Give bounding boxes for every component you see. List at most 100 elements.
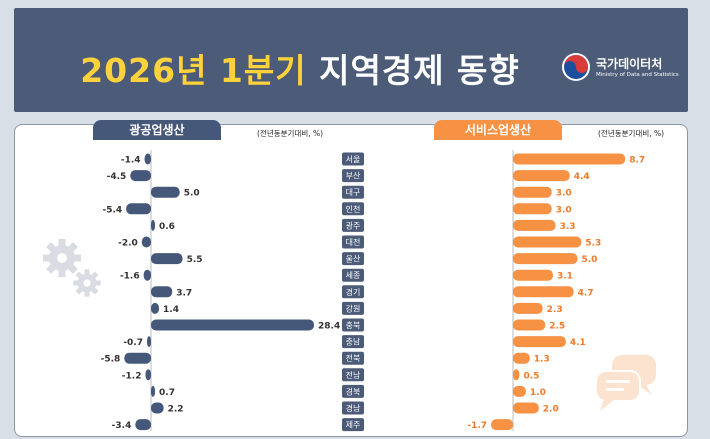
service-bar bbox=[513, 286, 574, 298]
service-data-label: 4.1 bbox=[570, 338, 586, 348]
service-data-label: 4.4 bbox=[574, 172, 590, 182]
service-bar bbox=[513, 186, 552, 198]
industry-data-label: -5.8 bbox=[101, 355, 121, 365]
region-label: 울산 bbox=[346, 254, 361, 264]
industry-data-label: -1.6 bbox=[120, 272, 140, 282]
industry-bar bbox=[141, 236, 151, 248]
region-label: 강원 bbox=[346, 303, 361, 313]
industry-bar bbox=[147, 336, 151, 348]
region-label-bg bbox=[342, 169, 364, 183]
region-label-bg bbox=[342, 384, 364, 398]
region-label: 부산 bbox=[346, 171, 361, 181]
service-data-label: 3.0 bbox=[556, 205, 572, 215]
service-data-label: 3.0 bbox=[556, 189, 572, 199]
service-bar bbox=[513, 170, 570, 182]
title-period: 2026년 1분기 bbox=[80, 51, 307, 90]
industry-bar bbox=[151, 186, 180, 198]
title-subject: 지역경제 동향 bbox=[319, 51, 520, 90]
service-bar bbox=[513, 302, 543, 314]
region-label: 대구 bbox=[346, 188, 361, 197]
region-label: 서울 bbox=[346, 155, 361, 164]
region-label: 경기 bbox=[346, 287, 361, 297]
region-label-bg bbox=[342, 152, 364, 166]
industry-bar bbox=[151, 302, 160, 314]
region-label: 경남 bbox=[346, 403, 361, 413]
industry-chart-title: 광공업생산 bbox=[93, 120, 221, 140]
industry-data-label: -1.4 bbox=[121, 156, 141, 166]
region-label-bg bbox=[342, 351, 364, 365]
service-data-label: 1.3 bbox=[534, 355, 550, 365]
region-label-bg bbox=[342, 268, 364, 282]
industry-data-label: 0.6 bbox=[159, 222, 175, 232]
service-chart-title: 서비스업생산 bbox=[434, 120, 562, 140]
region-label-bg bbox=[342, 401, 364, 415]
industry-data-label: 3.7 bbox=[176, 288, 192, 298]
gear-icon bbox=[43, 239, 81, 277]
service-data-label: 2.5 bbox=[549, 322, 565, 332]
service-data-label: 2.0 bbox=[543, 405, 559, 415]
service-bar bbox=[513, 219, 556, 231]
industry-data-label: 28.4 bbox=[318, 322, 340, 332]
industry-bar bbox=[151, 385, 156, 397]
region-label-bg bbox=[342, 218, 364, 232]
industry-bar bbox=[151, 253, 183, 265]
industry-bar bbox=[151, 319, 314, 331]
chat-bubble-icon bbox=[595, 355, 656, 411]
ministry-logo: 국가데이터처 Ministry of Data and Statistics bbox=[562, 51, 692, 91]
taegeuk-icon bbox=[562, 53, 590, 81]
service-data-label: 5.0 bbox=[582, 255, 598, 265]
service-bar bbox=[513, 385, 526, 397]
industry-series: -1.4 -4.5 5.0 -5.4 0.6 -2.0 5.5 -1.6 3.7 1.4 28.4 -… bbox=[101, 150, 340, 431]
industry-data-label: 0.7 bbox=[159, 388, 175, 398]
region-label-bg bbox=[342, 285, 364, 299]
service-data-label: 0.5 bbox=[523, 371, 539, 381]
service-data-label: 4.7 bbox=[578, 288, 594, 298]
region-label: 인천 bbox=[346, 204, 361, 214]
service-bar bbox=[513, 336, 566, 348]
region-label: 대전 bbox=[346, 237, 361, 247]
industry-bar bbox=[151, 219, 155, 231]
industry-bar bbox=[144, 153, 151, 165]
industry-data-label: 2.2 bbox=[168, 405, 184, 415]
industry-data-label: -1.2 bbox=[122, 371, 142, 381]
region-label: 광주 bbox=[346, 220, 361, 230]
industry-bar bbox=[143, 269, 151, 281]
industry-bar bbox=[126, 203, 151, 215]
service-bar bbox=[491, 419, 513, 431]
service-data-label: 3.3 bbox=[560, 222, 576, 232]
industry-data-label: -5.4 bbox=[102, 205, 122, 215]
service-bar bbox=[513, 203, 552, 215]
region-label-bg bbox=[342, 368, 364, 382]
small-gear-icon bbox=[73, 269, 101, 297]
ministry-name-en: Ministry of Data and Statistics bbox=[596, 72, 679, 78]
service-data-label: 3.1 bbox=[557, 272, 573, 282]
service-bar bbox=[513, 236, 582, 248]
page-title: 2026년 1분기 지역경제 동향 bbox=[0, 44, 600, 92]
region-label: 전북 bbox=[346, 353, 361, 363]
region-label-bg bbox=[342, 202, 364, 216]
service-series: 8.74.43.03.03.35.35.03.14.72.32.54.11.30… bbox=[467, 150, 645, 431]
region-label-bg bbox=[342, 418, 364, 432]
region-label: 충남 bbox=[346, 338, 361, 347]
industry-data-label: 1.4 bbox=[163, 305, 179, 315]
service-bar bbox=[513, 352, 530, 364]
service-data-label: 8.7 bbox=[629, 156, 645, 166]
industry-data-label: -3.4 bbox=[112, 421, 132, 431]
region-label-bg bbox=[342, 185, 364, 199]
service-bar bbox=[513, 402, 539, 414]
region-label: 전남 bbox=[346, 370, 361, 380]
industry-bar bbox=[151, 286, 173, 298]
region-label: 세종 bbox=[346, 271, 361, 280]
region-label-bg bbox=[342, 318, 364, 332]
service-unit: (전년동분기대비, %) bbox=[598, 129, 665, 138]
industry-data-label: 5.0 bbox=[184, 189, 200, 199]
industry-bar bbox=[151, 402, 164, 414]
industry-data-label: -0.7 bbox=[123, 338, 143, 348]
region-label: 충북 bbox=[346, 321, 361, 330]
service-data-label: 1.0 bbox=[530, 388, 546, 398]
industry-unit: (전년동분기대비, %) bbox=[257, 129, 324, 138]
industry-data-label: -2.0 bbox=[118, 239, 138, 249]
region-label: 제주 bbox=[346, 421, 361, 430]
service-bar bbox=[513, 153, 626, 165]
